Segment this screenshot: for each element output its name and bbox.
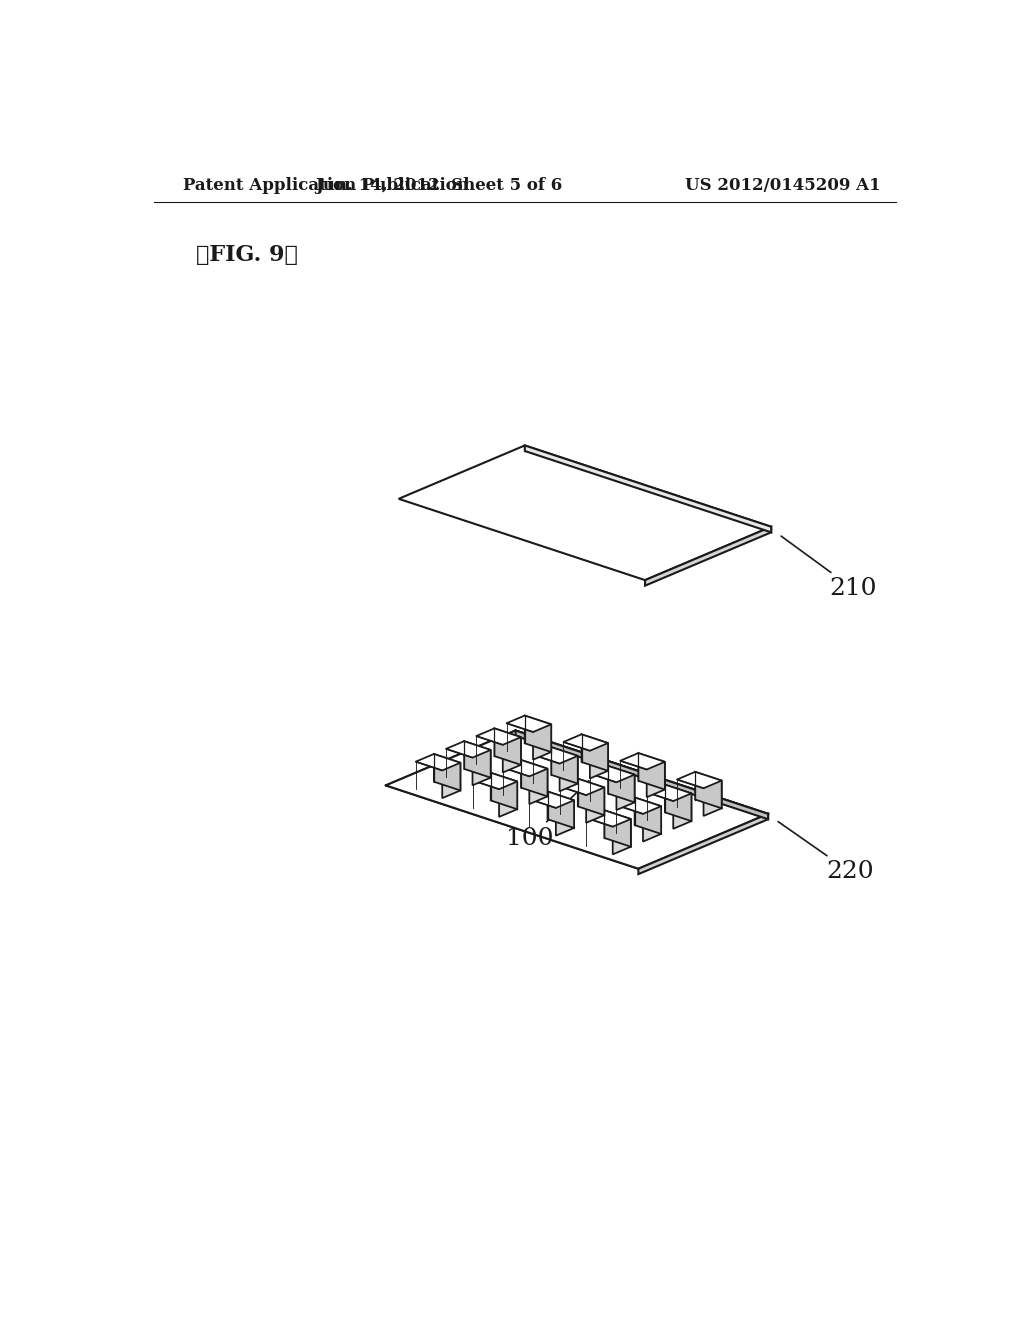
Polygon shape — [490, 772, 517, 809]
Polygon shape — [472, 772, 517, 789]
Polygon shape — [534, 747, 578, 763]
Polygon shape — [503, 760, 548, 776]
Polygon shape — [638, 814, 768, 874]
Polygon shape — [476, 729, 521, 744]
Polygon shape — [578, 779, 604, 816]
Polygon shape — [590, 766, 635, 783]
Polygon shape — [464, 742, 490, 777]
Polygon shape — [521, 760, 548, 796]
Polygon shape — [524, 715, 551, 752]
Polygon shape — [586, 810, 631, 826]
Text: 210: 210 — [781, 536, 877, 599]
Polygon shape — [499, 781, 517, 817]
Polygon shape — [548, 792, 574, 828]
Polygon shape — [559, 756, 578, 791]
Text: US 2012/0145209 A1: US 2012/0145209 A1 — [685, 177, 881, 194]
Polygon shape — [556, 800, 574, 836]
Polygon shape — [635, 797, 662, 834]
Polygon shape — [515, 730, 768, 820]
Polygon shape — [645, 527, 771, 586]
Polygon shape — [647, 784, 691, 801]
Polygon shape — [621, 754, 665, 770]
Text: Patent Application Publication: Patent Application Publication — [183, 177, 469, 194]
Polygon shape — [529, 792, 574, 808]
Polygon shape — [495, 729, 521, 764]
Text: Jun. 14, 2012  Sheet 5 of 6: Jun. 14, 2012 Sheet 5 of 6 — [315, 177, 562, 194]
Text: 100: 100 — [506, 780, 589, 850]
Polygon shape — [604, 810, 631, 846]
Polygon shape — [434, 754, 461, 791]
Polygon shape — [647, 762, 665, 797]
Polygon shape — [665, 784, 691, 821]
Polygon shape — [507, 715, 551, 733]
Polygon shape — [442, 763, 461, 799]
Polygon shape — [673, 793, 691, 829]
Polygon shape — [703, 780, 722, 816]
Polygon shape — [503, 737, 521, 772]
Polygon shape — [386, 730, 768, 869]
Polygon shape — [534, 725, 551, 760]
Polygon shape — [560, 779, 604, 795]
Polygon shape — [551, 747, 578, 784]
Polygon shape — [590, 743, 608, 779]
Text: 【FIG. 9】: 【FIG. 9】 — [196, 244, 298, 265]
Text: 220: 220 — [778, 821, 873, 883]
Polygon shape — [612, 818, 631, 854]
Polygon shape — [472, 750, 490, 785]
Polygon shape — [416, 754, 461, 771]
Polygon shape — [643, 807, 662, 842]
Polygon shape — [616, 775, 635, 810]
Polygon shape — [398, 445, 771, 579]
Polygon shape — [586, 788, 604, 822]
Polygon shape — [563, 734, 608, 751]
Polygon shape — [524, 445, 771, 532]
Polygon shape — [677, 772, 722, 788]
Polygon shape — [582, 734, 608, 771]
Polygon shape — [695, 772, 722, 808]
Polygon shape — [616, 797, 662, 814]
Polygon shape — [446, 742, 490, 758]
Polygon shape — [638, 754, 665, 789]
Polygon shape — [608, 766, 635, 803]
Polygon shape — [529, 768, 548, 804]
